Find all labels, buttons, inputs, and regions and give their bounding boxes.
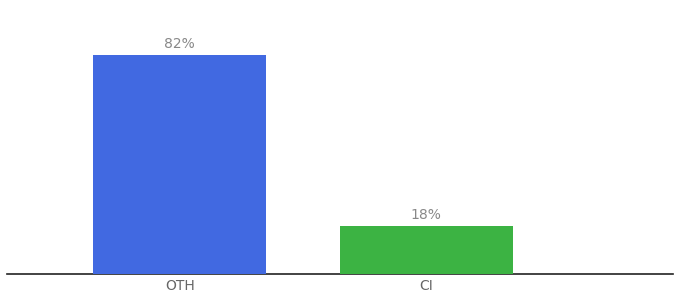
Bar xyxy=(93,55,266,274)
Text: 82%: 82% xyxy=(165,37,195,51)
Bar xyxy=(340,226,513,274)
Text: 18%: 18% xyxy=(411,208,442,221)
